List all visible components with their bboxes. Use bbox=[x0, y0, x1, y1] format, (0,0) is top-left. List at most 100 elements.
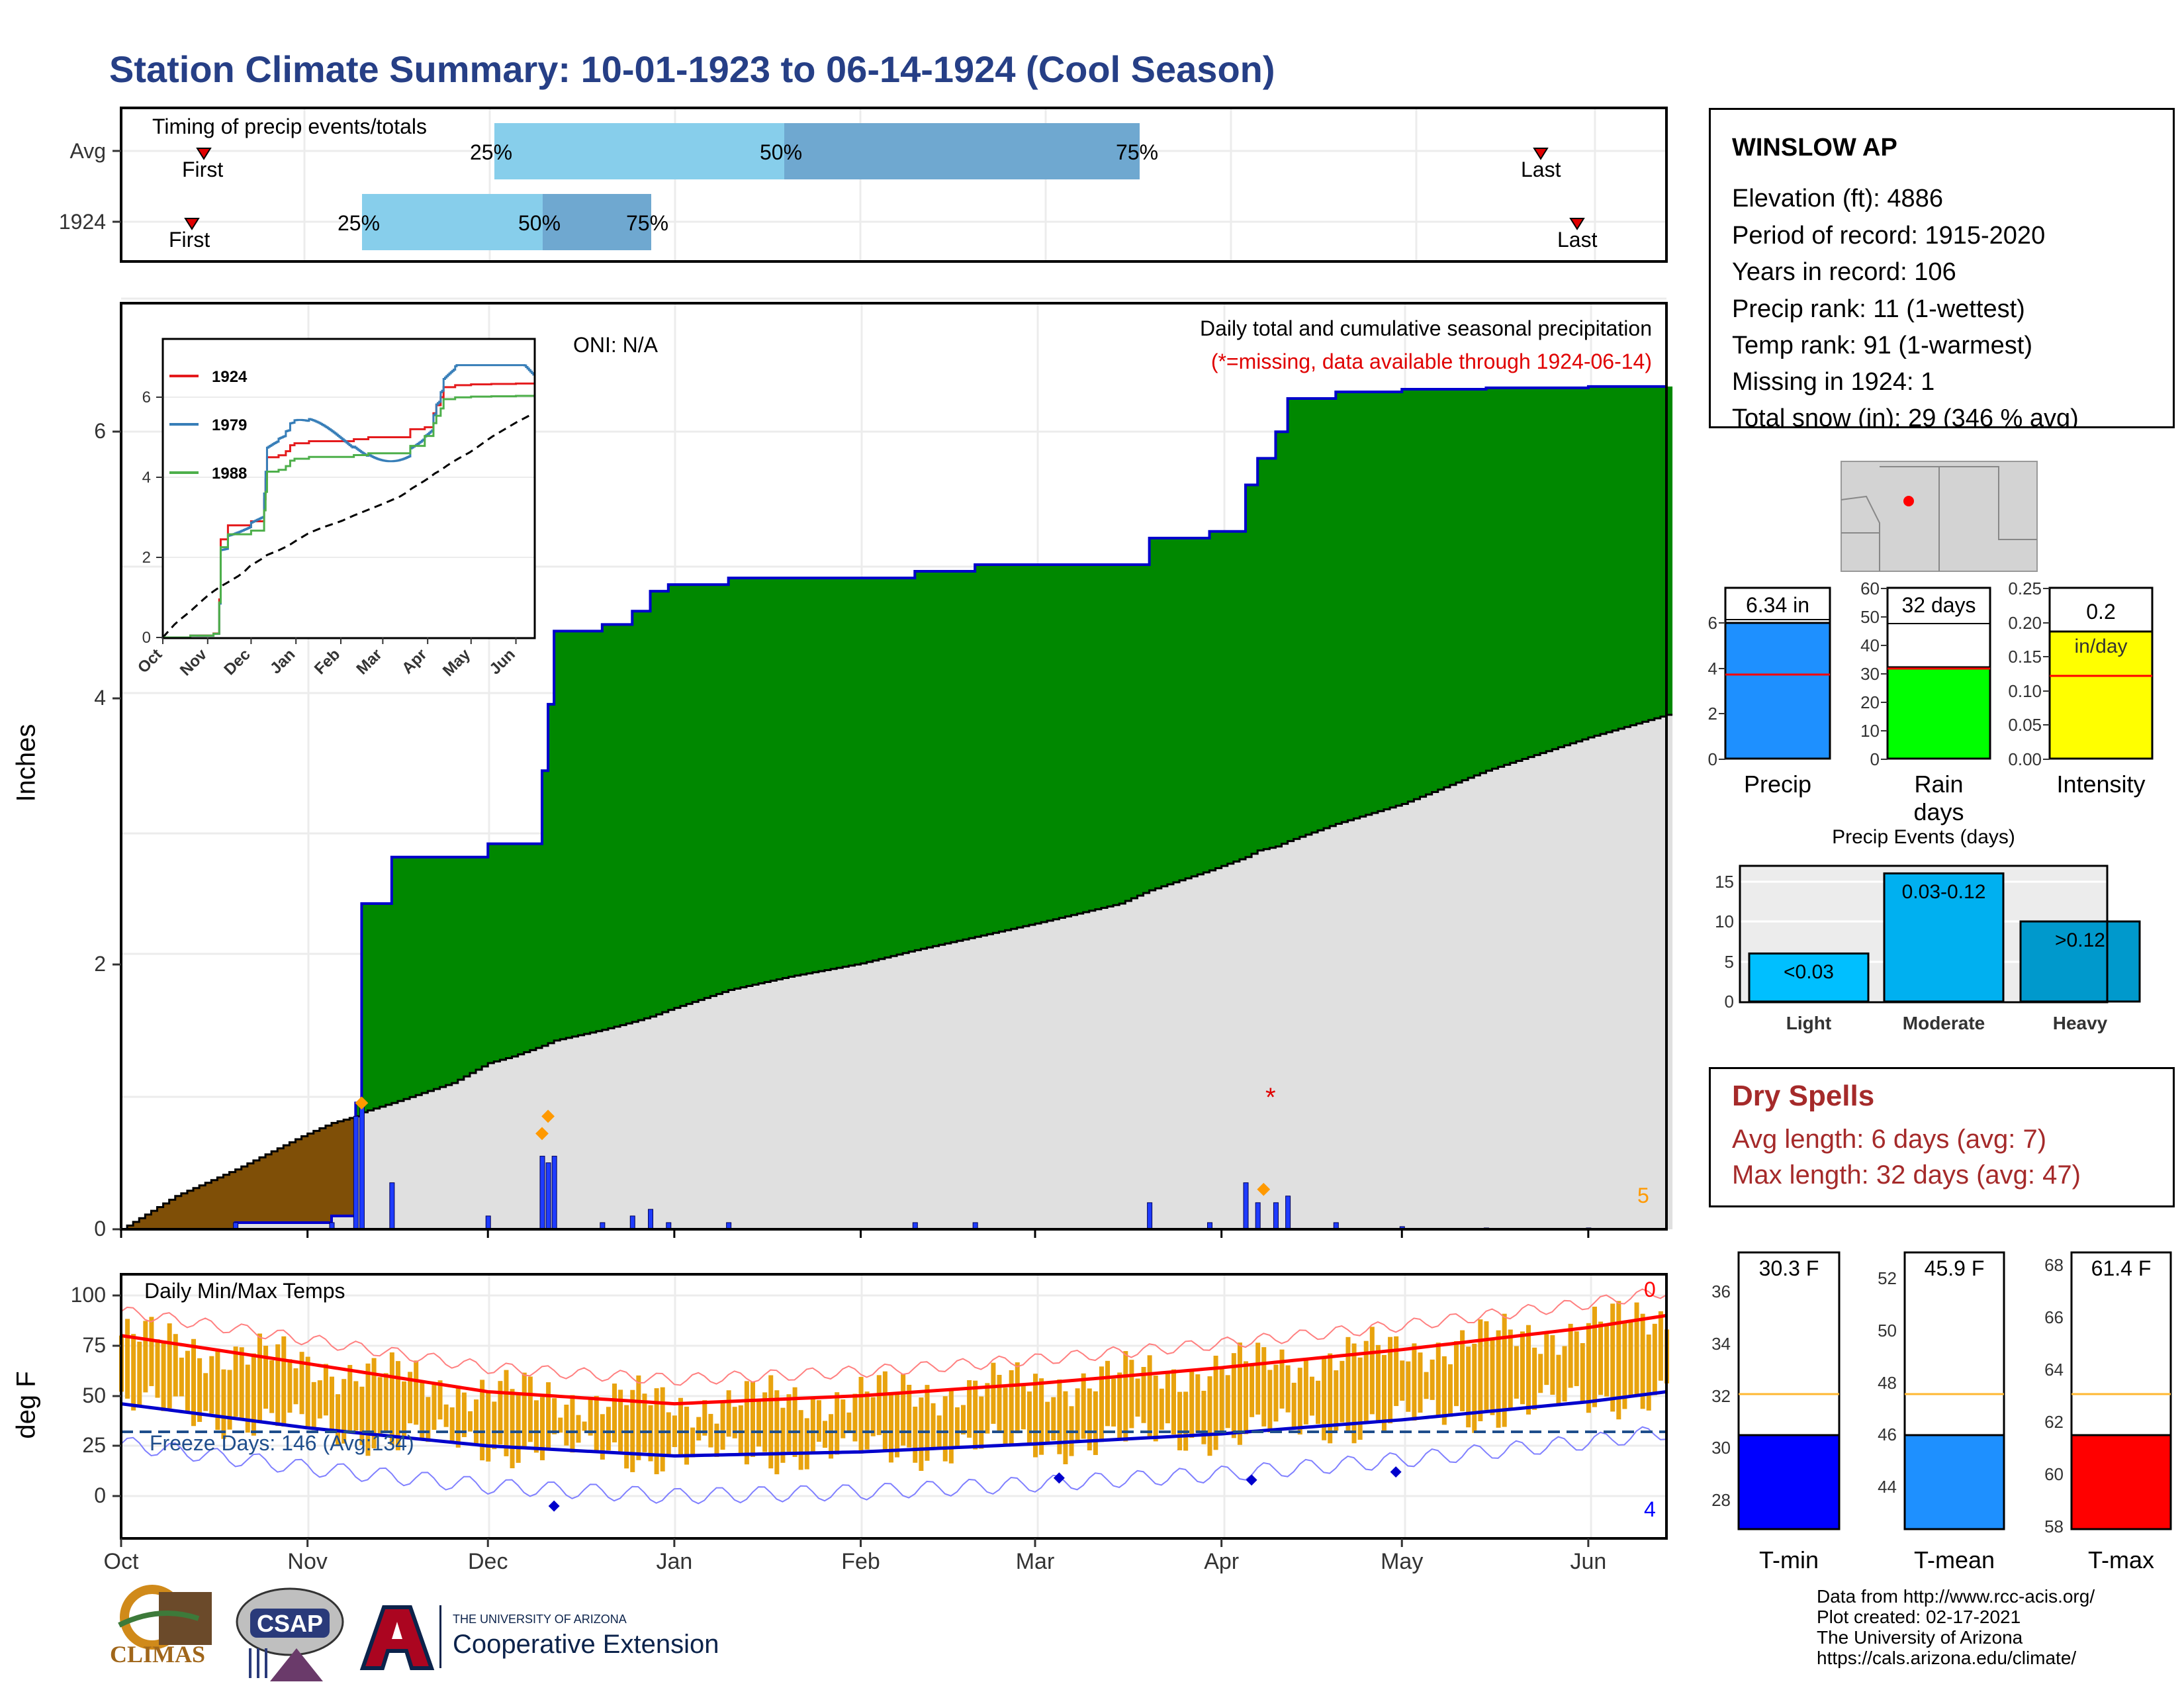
locator-map bbox=[1841, 461, 2038, 572]
daily-temp-bar bbox=[359, 1386, 365, 1445]
daily-temp-bar bbox=[1586, 1323, 1591, 1413]
daily-temp-bar bbox=[203, 1373, 208, 1411]
daily-temp-bar bbox=[1592, 1306, 1597, 1407]
temp-mini-tick: 48 bbox=[1878, 1372, 1897, 1393]
surplus-area bbox=[355, 386, 1673, 1117]
temp-mini-bars bbox=[1737, 1251, 2172, 1530]
daily-temp-bar bbox=[858, 1377, 864, 1454]
daily-temp-bar bbox=[263, 1345, 269, 1409]
mini-bar-tick: 0.15 bbox=[2008, 647, 2042, 667]
daily-temp-bar bbox=[942, 1396, 948, 1462]
precip-corner-count: 5 bbox=[1637, 1184, 1649, 1207]
daily-temp-bar bbox=[876, 1375, 882, 1435]
temp-y-tick-50: 50 bbox=[82, 1383, 106, 1407]
event-bar bbox=[1883, 872, 2005, 1003]
daily-temp-bar bbox=[558, 1417, 563, 1433]
dry-spells-box: Dry Spells Avg length: 6 days (avg: 7) M… bbox=[1709, 1067, 2175, 1207]
daily-temp-bar bbox=[810, 1399, 815, 1454]
daily-temp-bar bbox=[1051, 1397, 1056, 1441]
mini-bar-tick: 0.00 bbox=[2008, 749, 2042, 769]
y1924-first-label: First bbox=[169, 228, 210, 252]
daily-temp-bar bbox=[696, 1417, 702, 1441]
daily-temp-bar bbox=[299, 1352, 304, 1415]
ua-big-text: Cooperative Extension bbox=[453, 1630, 719, 1659]
daily-temp-bar bbox=[1441, 1356, 1447, 1425]
daily-temp-bar bbox=[1123, 1351, 1128, 1442]
timing-row-label-avg: Avg bbox=[69, 139, 106, 163]
daily-temp-bar bbox=[973, 1380, 978, 1450]
events-title: Precip Events (days) bbox=[1832, 826, 2015, 848]
daily-temp-bar bbox=[1616, 1301, 1621, 1420]
daily-temp-bar bbox=[829, 1414, 834, 1459]
daily-temp-bar bbox=[1460, 1330, 1465, 1411]
daily-temp-bar bbox=[1424, 1372, 1429, 1399]
daily-temp-bar bbox=[336, 1394, 341, 1446]
daily-temp-bar bbox=[383, 1373, 388, 1432]
ua-small-text: THE UNIVERSITY OF ARIZONA bbox=[453, 1613, 627, 1626]
daily-temp-bar bbox=[1081, 1373, 1086, 1439]
daily-temp-bar bbox=[395, 1361, 400, 1450]
daily-temp-bar bbox=[792, 1387, 797, 1458]
daily-temp-bar bbox=[245, 1364, 250, 1433]
daily-temp-bar bbox=[317, 1380, 322, 1419]
tmax-label: T-max bbox=[2087, 1546, 2154, 1573]
daily-temp-bar bbox=[1026, 1391, 1032, 1443]
station-line: Elevation (ft): 4886 bbox=[1732, 185, 1943, 212]
mini-bar-tick-mark bbox=[1719, 622, 1725, 624]
daily-temp-bar bbox=[570, 1395, 575, 1453]
daily-temp-bar bbox=[1117, 1372, 1122, 1439]
station-line: Total snow (in): 29 (346 % avg) bbox=[1732, 404, 2079, 428]
daily-temp-bar bbox=[841, 1399, 846, 1438]
daily-temp-bar bbox=[1646, 1335, 1651, 1411]
record-high-line bbox=[120, 1288, 1667, 1386]
mini-bar-tick: 30 bbox=[1860, 664, 1880, 684]
daily-temp-bar bbox=[1207, 1376, 1212, 1456]
dry-spells-max: Max length: 32 days (avg: 47) bbox=[1732, 1160, 2081, 1190]
precip-y-tick-4: 4 bbox=[94, 686, 106, 710]
daily-temp-bar bbox=[1009, 1370, 1014, 1446]
daily-temp-bar bbox=[798, 1410, 803, 1470]
daily-temp-bar bbox=[1244, 1361, 1249, 1434]
daily-temp-bar bbox=[913, 1406, 918, 1463]
daily-temp-bar bbox=[648, 1405, 653, 1462]
daily-temp-bar bbox=[1345, 1336, 1351, 1431]
daily-temp-bar bbox=[636, 1375, 641, 1460]
temp-mini-tick: 34 bbox=[1711, 1333, 1731, 1354]
record-low-line bbox=[120, 1426, 1667, 1505]
precip-y-tick-6: 6 bbox=[94, 419, 106, 443]
daily-temp-bar bbox=[1502, 1313, 1507, 1427]
daily-temp-bar bbox=[1213, 1356, 1218, 1450]
daily-temp-bar bbox=[269, 1360, 275, 1413]
daily-temp-bar bbox=[720, 1401, 725, 1450]
daily-temp-bar bbox=[1285, 1365, 1291, 1413]
daily-temp-bar bbox=[588, 1399, 593, 1436]
csap-logo bbox=[236, 1587, 344, 1681]
daily-temp-bar bbox=[901, 1374, 906, 1446]
daily-temp-bar bbox=[1309, 1376, 1314, 1416]
daily-temp-bar bbox=[480, 1380, 485, 1461]
temp-count-top: 0 bbox=[1644, 1278, 1656, 1301]
daily-temp-bar bbox=[1496, 1330, 1501, 1428]
daily-temp-bar bbox=[455, 1387, 461, 1448]
event-bar-label: 0.03-0.12 bbox=[1901, 881, 1986, 904]
intensity-mini-unit: in/day bbox=[2074, 635, 2128, 657]
daily-temp-bar bbox=[1400, 1360, 1405, 1401]
mini-bar-tick-mark bbox=[1881, 645, 1888, 646]
daily-temp-bar bbox=[449, 1407, 455, 1444]
daily-temp-bar bbox=[1622, 1322, 1627, 1409]
daily-temp-bar bbox=[666, 1412, 671, 1456]
daily-temp-bar bbox=[870, 1397, 876, 1436]
daily-temp-bar bbox=[1652, 1323, 1657, 1395]
missing-marker: * bbox=[1265, 1083, 1276, 1112]
tmean-value: 45.9 F bbox=[1924, 1256, 1985, 1280]
daily-temp-bar bbox=[816, 1400, 821, 1442]
y1924-25-label: 25% bbox=[338, 211, 381, 235]
mini-bar-tick-mark bbox=[1881, 730, 1888, 731]
csap-logo-text: CSAP bbox=[256, 1610, 324, 1637]
station-line: Precip rank: 11 (1-wettest) bbox=[1732, 295, 2025, 323]
temp-mini-tick: 50 bbox=[1878, 1320, 1897, 1340]
daily-temp-bar bbox=[1472, 1343, 1477, 1433]
daily-temp-bar bbox=[1303, 1358, 1308, 1425]
daily-temp-bar bbox=[1394, 1336, 1399, 1407]
daily-temp-bar bbox=[161, 1340, 166, 1411]
